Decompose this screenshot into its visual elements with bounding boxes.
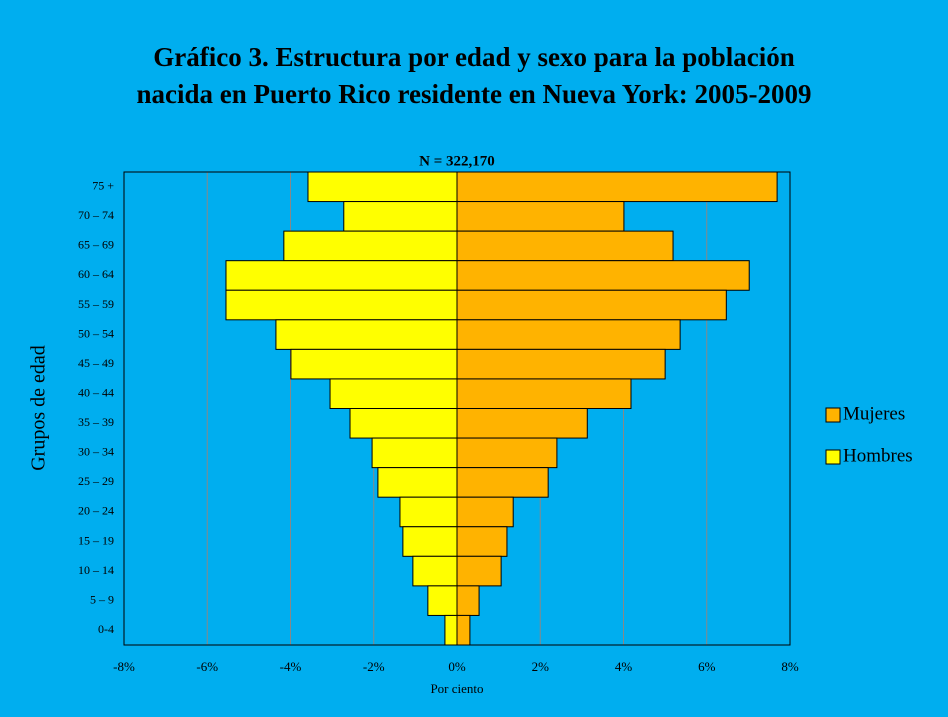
bar xyxy=(225,289,458,321)
subtitle: N = 322,170 xyxy=(419,153,495,169)
bar xyxy=(456,496,514,528)
bar xyxy=(456,614,471,646)
bar xyxy=(456,585,480,616)
bar xyxy=(456,171,778,203)
y-tick-label: 5 – 9 xyxy=(90,592,114,606)
bar xyxy=(456,555,502,587)
legend-label: Mujeres xyxy=(843,403,905,424)
bar xyxy=(371,437,458,469)
y-tick-label: 35 – 39 xyxy=(78,415,114,429)
chart-title-line: nacida en Puerto Rico residente en Nueva… xyxy=(137,79,812,109)
x-tick-label: -6% xyxy=(196,659,218,674)
bar xyxy=(456,201,625,232)
x-tick-label: 2% xyxy=(532,659,550,674)
bar xyxy=(343,201,458,232)
x-tick-label: -2% xyxy=(363,659,385,674)
bar xyxy=(349,408,458,439)
bar xyxy=(283,230,458,262)
y-tick-label: 0-4 xyxy=(98,622,114,636)
y-tick-label: 15 – 19 xyxy=(78,533,114,547)
y-tick-label: 65 – 69 xyxy=(78,238,114,252)
bar xyxy=(377,467,458,498)
y-tick-label: 30 – 34 xyxy=(78,445,114,459)
bar xyxy=(427,585,458,616)
x-tick-label: -8% xyxy=(113,659,135,674)
x-tick-label: 4% xyxy=(615,659,633,674)
legend-swatch xyxy=(825,449,841,465)
bar xyxy=(307,171,458,203)
bar xyxy=(444,614,458,646)
y-tick-label: 25 – 29 xyxy=(78,474,114,488)
bar xyxy=(456,260,750,291)
y-tick-label: 20 – 24 xyxy=(78,504,114,518)
y-tick-label: 70 – 74 xyxy=(78,208,114,222)
y-tick-label: 45 – 49 xyxy=(78,356,114,370)
bar xyxy=(412,555,458,587)
x-axis-label: Por ciento xyxy=(430,681,483,696)
bar xyxy=(399,496,458,528)
y-axis-label: Grupos de edad xyxy=(28,345,50,471)
bar xyxy=(456,526,508,557)
bar xyxy=(456,437,558,469)
legend-label: Hombres xyxy=(843,445,913,466)
bar xyxy=(402,526,458,557)
bar xyxy=(225,260,458,291)
bar xyxy=(456,348,666,380)
chart-title-line: Gráfico 3. Estructura por edad y sexo pa… xyxy=(153,42,795,72)
bar xyxy=(329,378,458,409)
x-tick-label: 6% xyxy=(698,659,716,674)
bar xyxy=(456,289,727,321)
x-tick-label: 8% xyxy=(781,659,799,674)
legend-swatch xyxy=(825,407,841,423)
y-tick-label: 60 – 64 xyxy=(78,267,114,281)
y-tick-label: 75 + xyxy=(92,179,114,193)
y-tick-label: 10 – 14 xyxy=(78,563,114,577)
bar xyxy=(456,408,588,439)
bar xyxy=(275,319,458,350)
bar xyxy=(290,348,458,380)
y-tick-label: 55 – 59 xyxy=(78,297,114,311)
y-tick-label: 40 – 44 xyxy=(78,385,114,399)
bar xyxy=(456,230,674,262)
y-tick-label: 50 – 54 xyxy=(78,326,114,340)
x-tick-label: -4% xyxy=(280,659,302,674)
bar xyxy=(456,319,681,350)
x-tick-label: 0% xyxy=(448,659,466,674)
bar xyxy=(456,378,632,409)
bar xyxy=(456,467,549,498)
plot-border xyxy=(123,171,791,646)
